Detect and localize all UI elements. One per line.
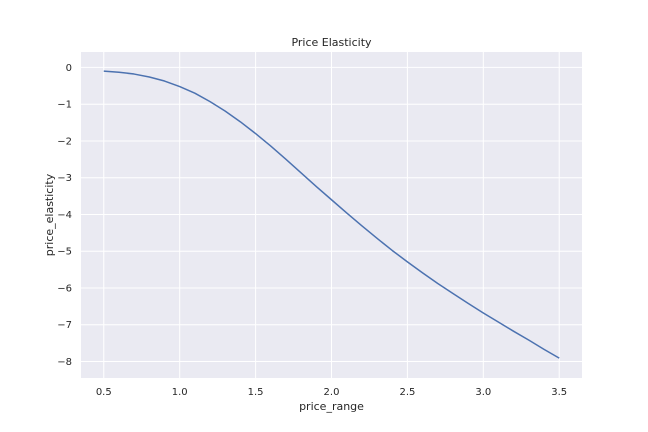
y-tick-label: −1 [57, 100, 72, 111]
y-tick-label: 0 [66, 63, 72, 74]
chart-title: Price Elasticity [291, 36, 372, 49]
series-layer [103, 70, 560, 359]
grid-lines [81, 52, 582, 378]
x-tick-label: 2.5 [399, 387, 415, 398]
series-line [103, 70, 560, 359]
x-tick-label: 3.0 [475, 387, 491, 398]
y-tick-label: −5 [57, 247, 72, 258]
x-tick-label: 1.5 [248, 387, 264, 398]
x-tick-label: 0.5 [96, 387, 112, 398]
y-tick-label: −8 [57, 357, 72, 368]
y-tick-labels: 0 −1 −2 −3 −4 −5 −6 −7 −8 [57, 63, 72, 368]
y-tick-label: −2 [57, 136, 72, 147]
x-tick-label: 1.0 [172, 387, 188, 398]
x-tick-label: 3.5 [551, 387, 567, 398]
y-axis-label: price_elasticity [43, 173, 56, 256]
y-tick-label: −3 [57, 173, 72, 184]
y-tick-label: −7 [57, 320, 72, 331]
x-axis-label: price_range [299, 400, 364, 413]
x-tick-labels: 0.5 1.0 1.5 2.0 2.5 3.0 3.5 [96, 387, 567, 398]
x-tick-label: 2.0 [324, 387, 340, 398]
y-tick-label: −6 [57, 283, 72, 294]
y-tick-label: −4 [57, 210, 72, 221]
